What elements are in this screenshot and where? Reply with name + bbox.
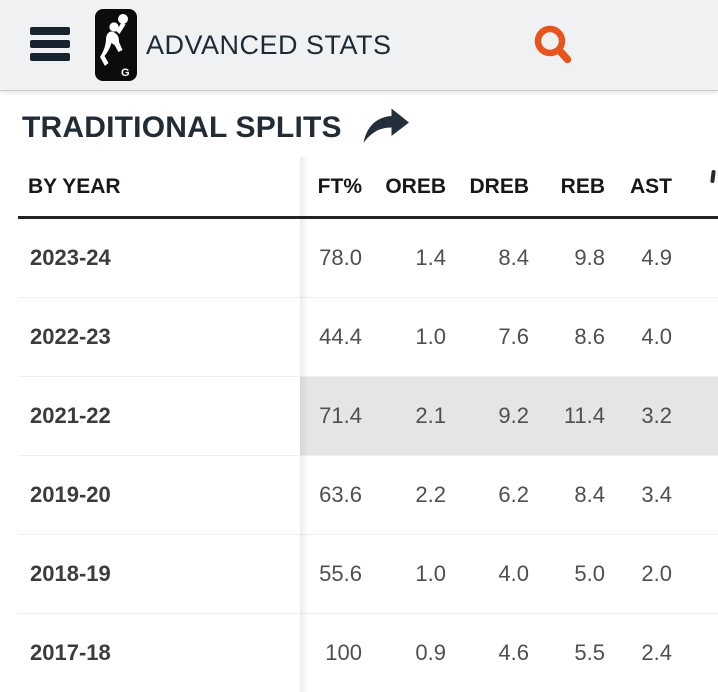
stat-cell: 100 <box>300 614 362 692</box>
stat-cell: 71.4 <box>300 377 362 456</box>
stat-cell: 3.4 <box>605 456 672 535</box>
year-cell: 2022-23 <box>18 298 300 377</box>
table-header-row: BY YEAR FT% OREB DREB REB AST <box>18 157 718 218</box>
column-header-oreb[interactable]: OREB <box>362 157 446 218</box>
g-league-logo[interactable]: G <box>95 9 137 81</box>
stat-cell: 8.4 <box>529 456 605 535</box>
year-cell: 2018-19 <box>18 535 300 614</box>
column-header-reb[interactable]: REB <box>529 157 605 218</box>
stat-cell: 2.4 <box>605 614 672 692</box>
spacer-cell <box>672 298 718 377</box>
year-cell: 2019-20 <box>18 456 300 535</box>
hamburger-bar <box>30 27 70 35</box>
spacer-cell <box>672 614 718 692</box>
spacer-cell <box>672 377 718 456</box>
stat-cell: 9.2 <box>446 377 529 456</box>
stat-cell: 2.0 <box>605 535 672 614</box>
stats-table: BY YEAR FT% OREB DREB REB AST 2023-24 78… <box>18 157 718 692</box>
search-icon[interactable] <box>531 23 577 69</box>
stat-cell: 9.8 <box>529 218 605 298</box>
stat-cell: 4.9 <box>605 218 672 298</box>
column-header-dreb[interactable]: DREB <box>446 157 529 218</box>
stat-cell: 1.0 <box>362 535 446 614</box>
svg-text:G: G <box>121 67 130 79</box>
section-heading-row: TRADITIONAL SPLITS <box>0 91 718 157</box>
column-header-by-year[interactable]: BY YEAR <box>18 157 300 218</box>
year-cell: 2021-22 <box>18 377 300 456</box>
stat-cell: 44.4 <box>300 298 362 377</box>
stats-table-scroll-area[interactable]: BY YEAR FT% OREB DREB REB AST 2023-24 78… <box>18 157 718 692</box>
spacer-cell <box>672 535 718 614</box>
stat-cell: 8.6 <box>529 298 605 377</box>
table-row: 2023-24 78.0 1.4 8.4 9.8 4.9 <box>18 218 718 298</box>
stat-cell: 5.0 <box>529 535 605 614</box>
g-league-logo-icon: G <box>95 9 137 81</box>
table-row: 2018-19 55.6 1.0 4.0 5.0 2.0 <box>18 535 718 614</box>
stat-cell: 4.0 <box>605 298 672 377</box>
stat-cell: 55.6 <box>300 535 362 614</box>
page-title: ADVANCED STATS <box>146 0 392 90</box>
table-row: 2022-23 44.4 1.0 7.6 8.6 4.0 <box>18 298 718 377</box>
table-row: 2021-22 71.4 2.1 9.2 11.4 3.2 <box>18 377 718 456</box>
stat-cell: 5.5 <box>529 614 605 692</box>
hamburger-bar <box>30 40 70 48</box>
stat-cell: 0.9 <box>362 614 446 692</box>
table-row: 2019-20 63.6 2.2 6.2 8.4 3.4 <box>18 456 718 535</box>
stat-cell: 1.4 <box>362 218 446 298</box>
hamburger-menu-icon[interactable] <box>30 27 70 61</box>
column-header-ast[interactable]: AST <box>605 157 672 218</box>
stat-cell: 4.0 <box>446 535 529 614</box>
stat-cell: 1.0 <box>362 298 446 377</box>
column-header-spacer <box>672 157 718 218</box>
year-cell: 2023-24 <box>18 218 300 298</box>
app-bar: G ADVANCED STATS <box>0 0 718 91</box>
stat-cell: 11.4 <box>529 377 605 456</box>
stat-cell: 4.6 <box>446 614 529 692</box>
stat-cell: 3.2 <box>605 377 672 456</box>
year-cell: 2017-18 <box>18 614 300 692</box>
table-row: 2017-18 100 0.9 4.6 5.5 2.4 <box>18 614 718 692</box>
hamburger-bar <box>30 53 70 61</box>
stat-cell: 7.6 <box>446 298 529 377</box>
spacer-cell <box>672 218 718 298</box>
stat-cell: 2.2 <box>362 456 446 535</box>
stat-cell: 2.1 <box>362 377 446 456</box>
stat-cell: 78.0 <box>300 218 362 298</box>
column-header-ft-pct[interactable]: FT% <box>300 157 362 218</box>
stat-cell: 8.4 <box>446 218 529 298</box>
section-heading: TRADITIONAL SPLITS <box>22 111 342 145</box>
share-arrow-icon[interactable] <box>362 106 412 151</box>
stat-cell: 63.6 <box>300 456 362 535</box>
spacer-cell <box>672 456 718 535</box>
stat-cell: 6.2 <box>446 456 529 535</box>
